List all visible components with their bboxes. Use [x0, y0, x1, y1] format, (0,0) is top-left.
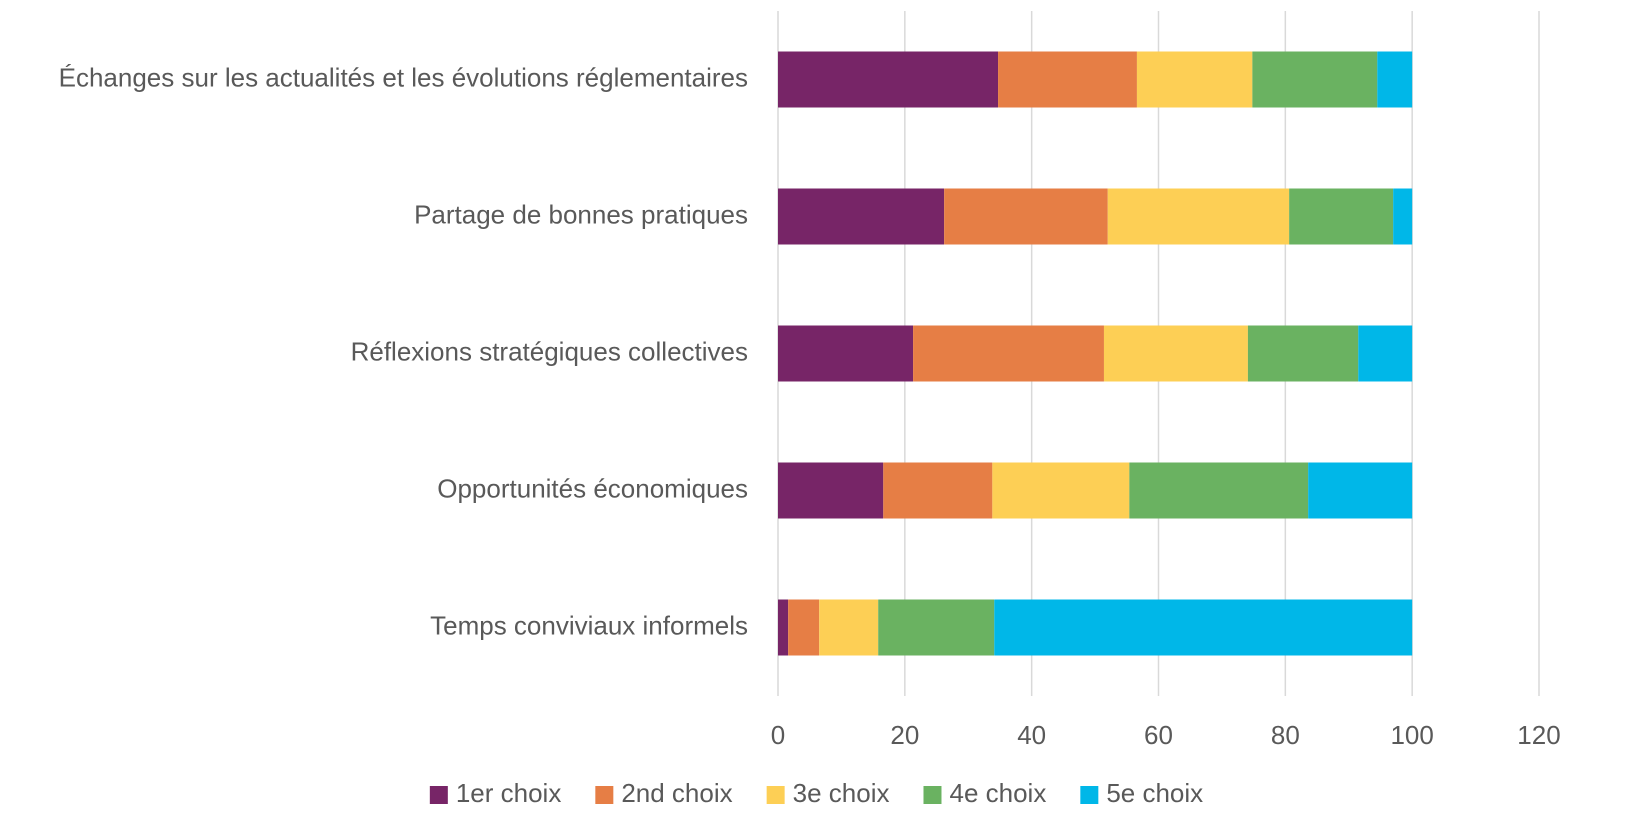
- bar-segment: [778, 462, 884, 519]
- y-tick-label: Échanges sur les actualités et les évolu…: [59, 62, 748, 92]
- legend-label: 3e choix: [793, 778, 890, 808]
- bar-segment: [778, 325, 914, 382]
- x-tick-label: 20: [890, 720, 919, 750]
- bar-segment: [1393, 188, 1413, 245]
- bar-segment: [1289, 188, 1394, 245]
- bar-segment: [788, 599, 820, 656]
- x-tick-label: 0: [771, 720, 785, 750]
- bar-segment: [1107, 188, 1290, 245]
- y-tick-label: Temps conviviaux informels: [430, 610, 748, 640]
- bar-segment: [998, 51, 1137, 108]
- bar-segment: [883, 462, 993, 519]
- bar-segment: [778, 51, 999, 108]
- legend-swatch: [1080, 786, 1099, 804]
- x-tick-label: 60: [1144, 720, 1173, 750]
- x-tick-label: 40: [1017, 720, 1046, 750]
- y-tick-label: Partage de bonnes pratiques: [414, 199, 748, 229]
- bar-segment: [992, 462, 1130, 519]
- bar-segment: [1377, 51, 1413, 108]
- legend-label: 1er choix: [456, 778, 562, 808]
- bar-segment: [778, 599, 789, 656]
- legend-swatch: [595, 786, 614, 804]
- bar-segment: [1358, 325, 1413, 382]
- legend-swatch: [923, 786, 942, 804]
- legend-label: 2nd choix: [621, 778, 732, 808]
- bar-segment: [944, 188, 1108, 245]
- bar-segment: [1252, 51, 1378, 108]
- bar-segment: [819, 599, 879, 656]
- legend-label: 4e choix: [949, 778, 1046, 808]
- bar-segment: [1129, 462, 1309, 519]
- x-tick-label: 120: [1517, 720, 1560, 750]
- y-tick-label: Opportunités économiques: [437, 473, 748, 503]
- bar-segment: [1247, 325, 1359, 382]
- y-tick-label: Réflexions stratégiques collectives: [351, 336, 748, 366]
- x-tick-label: 80: [1271, 720, 1300, 750]
- legend-swatch: [766, 786, 785, 804]
- bar-segment: [778, 188, 945, 245]
- bar-segment: [1103, 325, 1248, 382]
- bar-segment: [1308, 462, 1413, 519]
- bar-segment: [1136, 51, 1253, 108]
- bar-segment: [878, 599, 995, 656]
- x-tick-label: 100: [1390, 720, 1433, 750]
- legend-swatch: [429, 786, 448, 804]
- bar-segment: [994, 599, 1413, 656]
- legend-label: 5e choix: [1106, 778, 1203, 808]
- bar-segment: [913, 325, 1104, 382]
